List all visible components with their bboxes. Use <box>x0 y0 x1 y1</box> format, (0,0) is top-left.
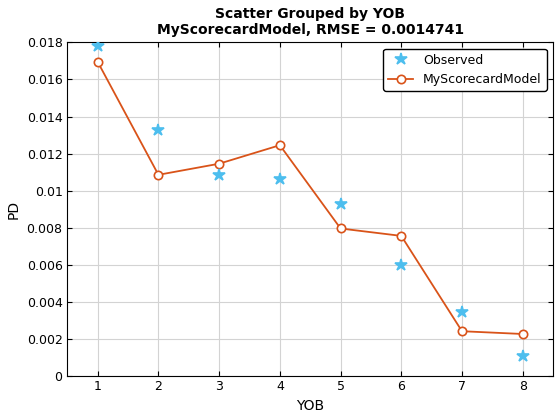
Legend: Observed, MyScorecardModel: Observed, MyScorecardModel <box>383 49 547 91</box>
Observed <box>277 176 283 181</box>
Observed <box>94 44 101 49</box>
Title: Scatter Grouped by YOB
MyScorecardModel, RMSE = 0.0014741: Scatter Grouped by YOB MyScorecardModel,… <box>157 7 464 37</box>
Observed <box>155 128 162 133</box>
Observed <box>216 172 222 177</box>
MyScorecardModel <box>337 226 344 231</box>
Line: MyScorecardModel: MyScorecardModel <box>94 58 527 338</box>
MyScorecardModel <box>519 331 526 336</box>
MyScorecardModel <box>277 143 283 148</box>
Observed <box>459 309 465 314</box>
MyScorecardModel <box>94 59 101 64</box>
MyScorecardModel <box>216 161 222 166</box>
Observed <box>519 354 526 359</box>
Observed <box>337 201 344 206</box>
Observed <box>398 262 405 267</box>
MyScorecardModel <box>459 329 465 334</box>
X-axis label: YOB: YOB <box>296 399 324 413</box>
Y-axis label: PD: PD <box>7 200 21 219</box>
MyScorecardModel <box>398 234 405 239</box>
Line: Observed: Observed <box>91 40 529 362</box>
MyScorecardModel <box>155 172 162 177</box>
